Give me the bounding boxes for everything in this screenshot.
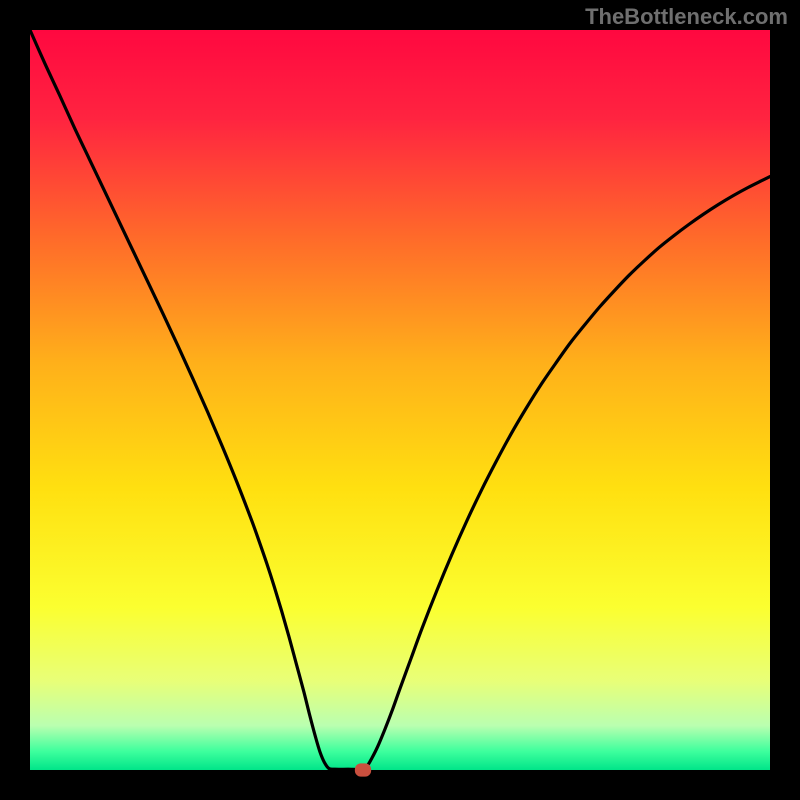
watermark-text: TheBottleneck.com bbox=[585, 4, 788, 30]
chart-gradient-bg bbox=[30, 30, 770, 770]
bottleneck-chart bbox=[0, 0, 800, 800]
chart-container: TheBottleneck.com bbox=[0, 0, 800, 800]
optimal-point-marker bbox=[355, 763, 371, 776]
